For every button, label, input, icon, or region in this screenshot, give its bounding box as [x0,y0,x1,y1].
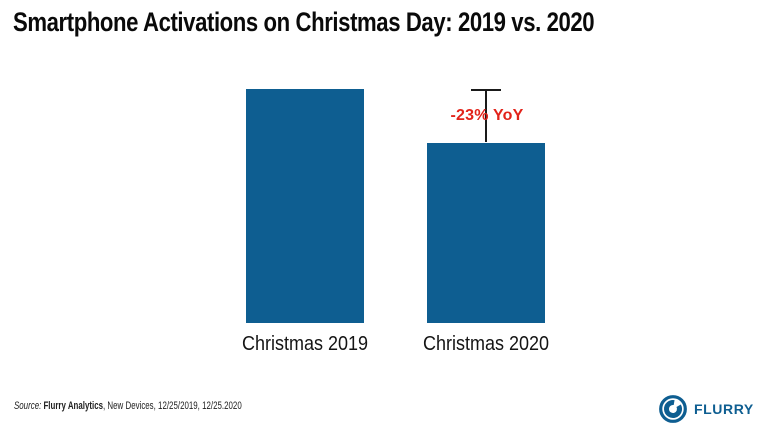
source-details: , New Devices, 12/25/2019, 12/25.2020 [103,400,242,412]
flurry-wordmark: FLURRY [694,401,754,417]
yoy-annotation: -23% YoY [450,107,524,124]
bar-christmas-2020 [427,143,545,323]
bar-christmas-2019 [246,89,364,323]
chart-title: Smartphone Activations on Christmas Day:… [13,7,595,37]
source-line: Source: Flurry Analytics, New Devices, 12… [14,400,242,412]
axis-label-christmas-2020: Christmas 2020 [422,333,550,355]
yoy-marker-drop-line [485,89,487,142]
source-name: Flurry Analytics [43,400,104,412]
flurry-swirl-icon [659,395,687,423]
axis-label-christmas-2019: Christmas 2019 [241,333,369,355]
source-prefix: Source: [14,400,42,412]
flurry-logo: FLURRY [658,394,754,424]
